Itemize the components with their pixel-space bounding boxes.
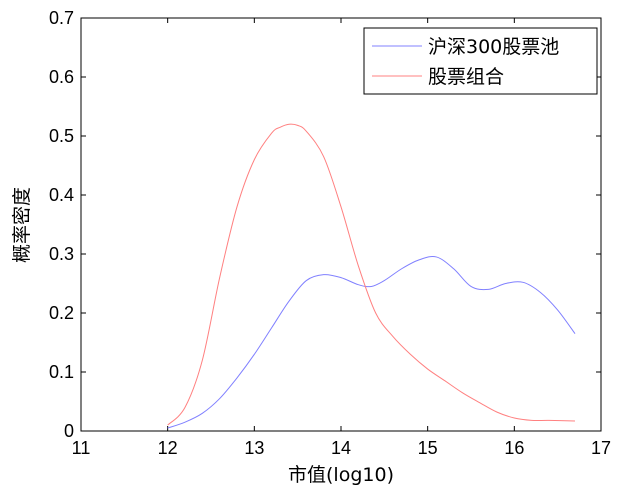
x-tick-label: 13 bbox=[244, 438, 264, 458]
y-tick-label: 0.6 bbox=[49, 67, 74, 87]
legend-label-portfolio: 股票组合 bbox=[428, 66, 504, 88]
x-tick-label: 14 bbox=[331, 438, 351, 458]
x-tick-label: 15 bbox=[418, 438, 438, 458]
ticks bbox=[80, 17, 602, 432]
legend-box bbox=[363, 27, 598, 95]
x-tick-label: 11 bbox=[72, 438, 91, 458]
x-tick-label: 12 bbox=[158, 438, 178, 458]
series-line-0 bbox=[167, 256, 576, 429]
legend-label-hs300: 沪深300股票池 bbox=[428, 36, 559, 58]
y-tick-label: 0.5 bbox=[49, 126, 74, 146]
x-axis-label: 市值(log10) bbox=[288, 464, 394, 486]
y-tick-label: 0.3 bbox=[49, 244, 74, 264]
tick-labels: 11 12 13 14 15 16 17 0 0.1 0.2 0.3 0.4 0.5 0.6 0.7 bbox=[49, 8, 611, 458]
y-tick-label: 0.1 bbox=[49, 362, 74, 382]
y-tick-label: 0.2 bbox=[49, 303, 74, 323]
x-tick-label: 16 bbox=[504, 438, 524, 458]
series-lines bbox=[167, 123, 576, 429]
y-axis-label: 概率密度 bbox=[11, 187, 33, 263]
y-tick-label: 0 bbox=[64, 421, 74, 441]
y-tick-label: 0.7 bbox=[49, 8, 74, 28]
series-line-1 bbox=[167, 123, 576, 426]
legend: 沪深300股票池 股票组合 bbox=[363, 27, 598, 95]
y-tick-label: 0.4 bbox=[49, 185, 74, 205]
x-tick-label: 17 bbox=[591, 438, 611, 458]
